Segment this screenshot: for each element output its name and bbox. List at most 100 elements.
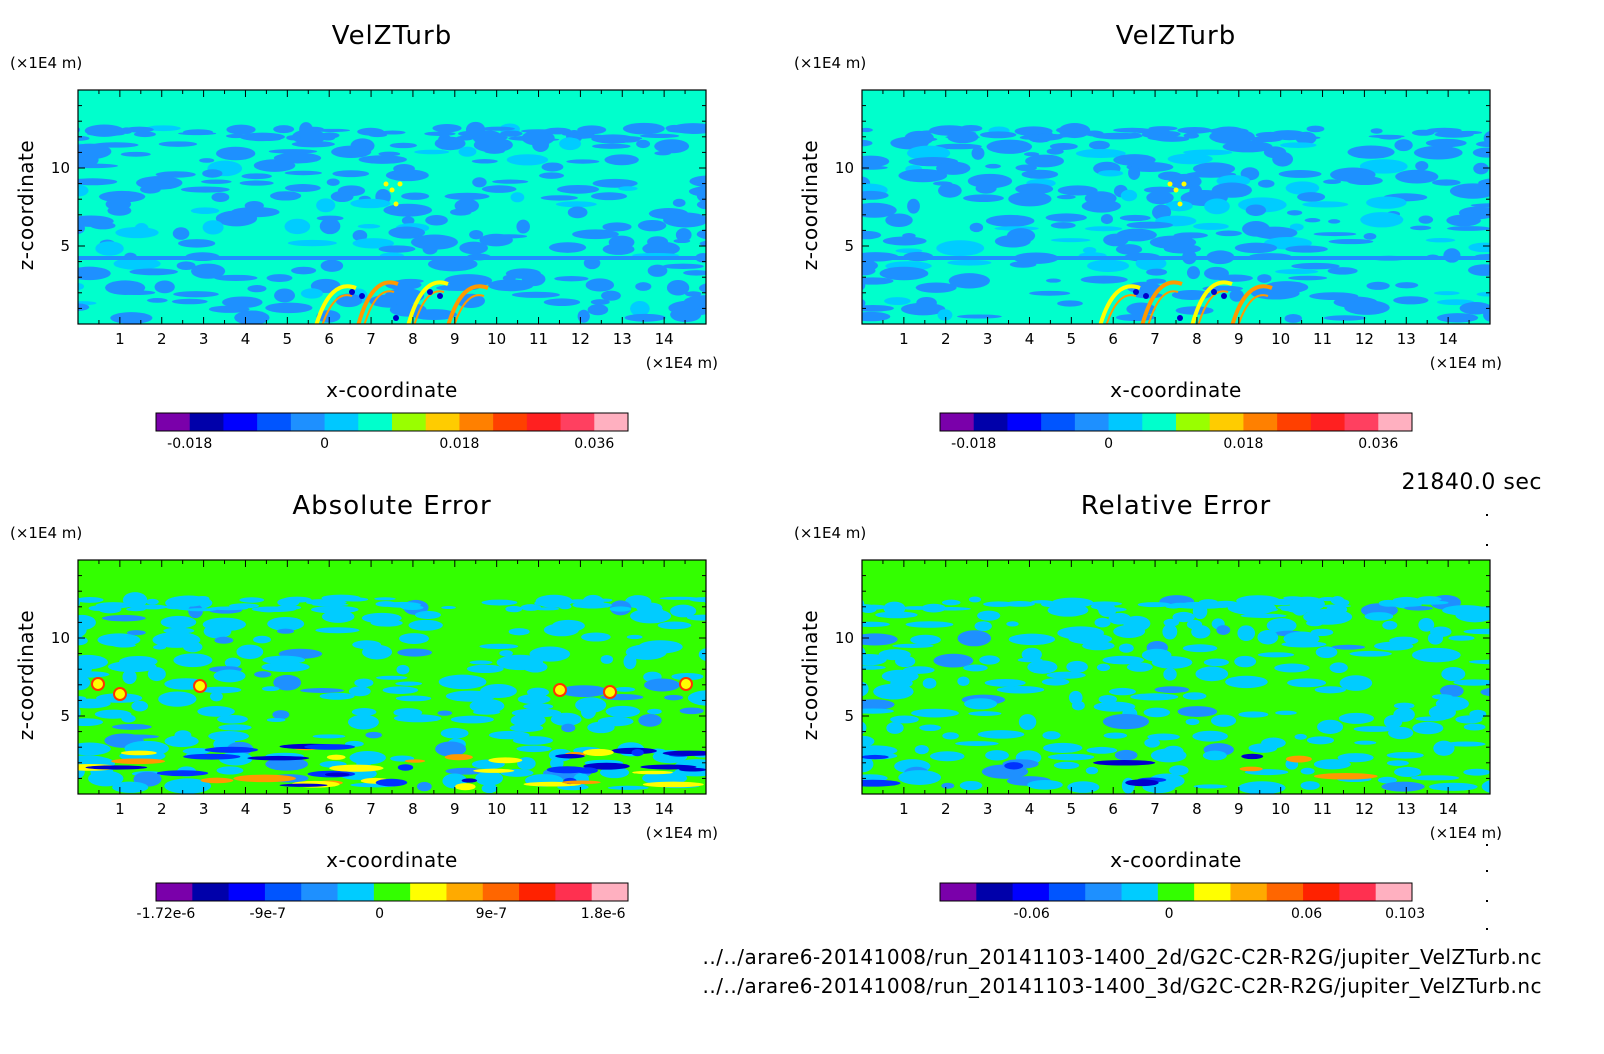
- field-blob: [1354, 740, 1377, 745]
- field-blob: [78, 622, 87, 638]
- field-blob: [1349, 650, 1392, 657]
- panel-title: VelZTurb: [332, 21, 452, 51]
- field-blob: [422, 243, 438, 255]
- field-blob: [487, 279, 534, 292]
- field-blob: [1098, 170, 1124, 177]
- field-blob: [1257, 630, 1279, 645]
- colorbar-segment: [1194, 883, 1231, 901]
- colorbar-segment: [1108, 413, 1143, 431]
- field-blob: [1146, 191, 1174, 205]
- field-blob: [1050, 238, 1091, 243]
- y-axis-unit: (×1E4 m): [794, 54, 866, 72]
- field-blob: [458, 146, 477, 157]
- field-blob: [108, 661, 157, 673]
- field-blob: [241, 173, 272, 180]
- colorbar-segment: [1209, 413, 1244, 431]
- field-blob: [1321, 604, 1352, 608]
- colorbar-label: -1.72e-6: [137, 906, 196, 922]
- field-blob: [475, 771, 504, 786]
- field-blob: [1395, 169, 1439, 184]
- field-blob: [1328, 238, 1374, 245]
- field-blob: [1302, 201, 1349, 208]
- x-tick-label: 13: [1397, 330, 1416, 348]
- field-blob: [1428, 705, 1456, 720]
- field-blob: [188, 604, 203, 619]
- field-blob: [1144, 738, 1160, 748]
- error-streak: [444, 754, 473, 761]
- field-blob: [911, 708, 959, 718]
- error-streak: [473, 768, 515, 773]
- plume-arc: [1098, 284, 1141, 324]
- field-blob: [217, 714, 248, 724]
- field-blob: [78, 282, 85, 291]
- field-blob: [1088, 140, 1110, 150]
- field-blob: [479, 233, 513, 247]
- field-blob: [226, 124, 256, 135]
- x-tick-label: 3: [983, 800, 993, 818]
- field-blob: [590, 299, 610, 305]
- panel-velz-2d: 1 2 3 4 5 6 7 8 9 10 11 12 13 14 5 10 VelZTurb (×1E4 m) (×…: [0, 0, 780, 470]
- field-blob: [1057, 300, 1083, 307]
- field-blob: [862, 621, 890, 627]
- field-blob: [88, 770, 124, 787]
- field-blob: [862, 699, 895, 710]
- colorbar-label: -0.018: [951, 436, 996, 452]
- field-blob: [1294, 733, 1307, 740]
- error-streak: [324, 772, 350, 777]
- field-blob: [699, 240, 706, 247]
- field-blob: [1009, 261, 1037, 268]
- field-blob: [933, 653, 974, 668]
- field-blob: [214, 274, 258, 281]
- field-blob: [499, 650, 513, 657]
- field-blob: [1414, 600, 1449, 605]
- colorbar-segment: [264, 883, 302, 901]
- colorbar-segment: [973, 413, 1008, 431]
- field-blob: [623, 653, 637, 670]
- field-blob: [118, 290, 156, 296]
- field-blob: [670, 604, 697, 618]
- field-blob: [389, 142, 417, 149]
- x-axis-label: x-coordinate: [1110, 848, 1242, 872]
- colorbar-segment: [1277, 413, 1312, 431]
- field-blob: [898, 168, 948, 183]
- panel-relative-error: 1 2 3 4 5 6 7 8 9 10 11 12 13 14 5 10 Relative Error (×1E…: [784, 470, 1564, 940]
- field-blob: [884, 297, 911, 306]
- field-blob: [1425, 237, 1456, 243]
- field-blob: [1304, 218, 1321, 223]
- field-blob: [1021, 169, 1059, 179]
- field-blob: [370, 619, 403, 627]
- field-blob: [1222, 140, 1273, 153]
- field-blob: [1185, 718, 1200, 726]
- colorbar-label: 0.018: [1223, 436, 1263, 452]
- field-blob: [862, 165, 888, 170]
- x-tick-label: 9: [450, 800, 460, 818]
- error-streak: [85, 765, 148, 770]
- colorbar-frame: [939, 882, 1413, 902]
- field-blob: [937, 309, 953, 321]
- field-blob: [581, 632, 611, 642]
- x-tick-label: 7: [1150, 800, 1160, 818]
- field-blob: [587, 304, 609, 316]
- field-blob: [424, 131, 456, 136]
- field-blob: [202, 220, 224, 235]
- x-tick-label: 4: [241, 800, 251, 818]
- colorbar-label: 9e-7: [476, 906, 507, 922]
- field-blob: [1296, 136, 1321, 140]
- field-blob: [306, 599, 332, 605]
- field-blob: [862, 756, 874, 773]
- field-blob: [1098, 695, 1117, 704]
- field-blob: [1071, 700, 1085, 711]
- field-blob: [401, 605, 424, 610]
- field-blob: [1191, 625, 1211, 639]
- field-blob: [607, 785, 649, 790]
- field-blob: [466, 664, 504, 674]
- field-blob: [898, 770, 942, 785]
- field-blob: [291, 140, 335, 148]
- colorbar-label: -9e-7: [250, 906, 287, 922]
- x-tick-label: 10: [487, 330, 506, 348]
- field-blob: [1476, 140, 1490, 148]
- x-tick-label: 2: [941, 330, 951, 348]
- field-band: [78, 256, 706, 260]
- field-blob: [1015, 183, 1054, 195]
